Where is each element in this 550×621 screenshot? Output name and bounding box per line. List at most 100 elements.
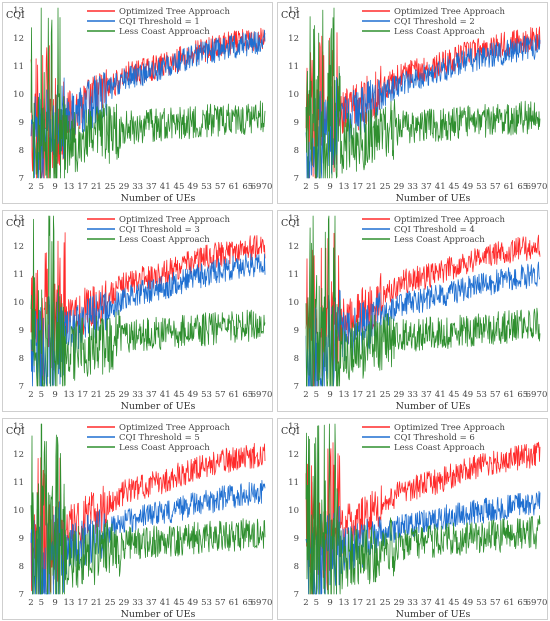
y-tick-label: 11	[288, 478, 299, 488]
x-tick-label: 57	[490, 598, 501, 608]
x-tick-label: 37	[421, 182, 432, 192]
x-tick-label: 2	[28, 182, 33, 192]
x-tick-label: 29	[393, 390, 404, 400]
y-tick-label: 9	[294, 534, 299, 544]
y-tick-label: 9	[19, 326, 24, 336]
x-tick-label: 69	[526, 390, 537, 400]
legend-entry: Less Coast Approach	[394, 235, 485, 245]
y-tick-label: 12	[288, 242, 299, 252]
x-tick-label: 21	[91, 182, 102, 192]
y-tick-label: 11	[13, 62, 24, 72]
chart-panel-5: 7 8 9 10 11 12 13 2 5 9 13 17 21 25 29 33 37 41 45 49 53 57 61…	[2, 418, 273, 620]
chart-panel-6: 7 8 9 10 11 12 13 2 5 9 13 17 21 25 29 33 37 41 45 49 53 57 61…	[277, 418, 548, 620]
legend-entry: Less Coast Approach	[119, 443, 210, 453]
x-tick-label: 57	[215, 390, 226, 400]
legend-entry: Optimized Tree Approach	[119, 215, 230, 225]
y-tick-label: 8	[19, 562, 24, 572]
x-tick-label: 2	[28, 598, 33, 608]
x-axis-label: Number of UEs	[396, 193, 471, 204]
x-tick-label: 5	[39, 182, 44, 192]
x-tick-label: 53	[201, 182, 212, 192]
x-tick-label: 53	[476, 182, 487, 192]
legend-entry: Optimized Tree Approach	[119, 7, 230, 17]
x-tick-label: 13	[338, 390, 349, 400]
x-tick-label: 29	[393, 182, 404, 192]
x-tick-label: 53	[201, 390, 212, 400]
y-axis-label: CQI	[6, 218, 25, 229]
chart-panel-1: 7 8 9 10 11 12 13 2 5 9 13 17 21 25 29 33 37 41 45 49 53 57 61…	[2, 2, 273, 204]
x-tick-label: 65	[517, 598, 528, 608]
series-line	[305, 261, 541, 387]
series-line	[305, 490, 541, 595]
y-axis-label: CQI	[281, 218, 300, 229]
x-tick-label: 69	[251, 598, 262, 608]
x-tick-label: 70	[537, 598, 548, 608]
x-tick-label: 5	[314, 390, 319, 400]
x-tick-label: 70	[537, 390, 548, 400]
series-line	[305, 423, 541, 595]
y-tick-label: 13	[288, 6, 299, 16]
x-tick-label: 61	[229, 390, 240, 400]
x-tick-label: 57	[490, 390, 501, 400]
x-tick-label: 45	[174, 182, 185, 192]
legend-entry: Optimized Tree Approach	[119, 423, 230, 433]
x-tick-label: 29	[393, 598, 404, 608]
y-tick-label: 12	[288, 450, 299, 460]
legend-entry: Less Coast Approach	[394, 443, 485, 453]
x-tick-label: 61	[504, 598, 515, 608]
x-tick-label: 41	[160, 598, 171, 608]
y-tick-label: 8	[294, 562, 299, 572]
x-tick-label: 17	[352, 390, 363, 400]
x-tick-label: 69	[251, 182, 262, 192]
x-tick-label: 41	[435, 390, 446, 400]
series-line	[30, 215, 266, 387]
x-tick-label: 25	[380, 598, 391, 608]
x-tick-label: 29	[118, 182, 129, 192]
x-tick-label: 9	[327, 598, 332, 608]
x-axis-label: Number of UEs	[396, 401, 471, 412]
y-tick-label: 13	[288, 214, 299, 224]
y-axis-label: CQI	[6, 426, 25, 437]
x-tick-label: 45	[449, 390, 460, 400]
series-line	[305, 7, 541, 179]
x-tick-label: 45	[174, 598, 185, 608]
chart-panel-2: 7 8 9 10 11 12 13 2 5 9 13 17 21 25 29 33 37 41 45 49 53 57 61…	[277, 2, 548, 204]
x-tick-label: 9	[52, 182, 57, 192]
x-tick-label: 17	[352, 182, 363, 192]
x-tick-label: 65	[517, 390, 528, 400]
y-tick-label: 10	[288, 506, 299, 516]
y-tick-label: 9	[294, 118, 299, 128]
x-tick-label: 65	[242, 390, 253, 400]
x-tick-label: 5	[39, 598, 44, 608]
y-tick-label: 7	[294, 590, 299, 600]
x-tick-label: 13	[338, 182, 349, 192]
x-tick-label: 21	[366, 390, 377, 400]
y-tick-label: 12	[13, 242, 24, 252]
x-tick-label: 25	[105, 182, 116, 192]
y-tick-label: 8	[19, 146, 24, 156]
x-tick-label: 69	[526, 182, 537, 192]
y-tick-label: 7	[294, 382, 299, 392]
x-tick-label: 33	[407, 598, 418, 608]
x-tick-label: 49	[187, 598, 198, 608]
x-tick-label: 70	[262, 390, 273, 400]
y-tick-label: 9	[19, 534, 24, 544]
y-axis-label: CQI	[281, 10, 300, 21]
y-tick-label: 12	[288, 34, 299, 44]
y-tick-label: 11	[13, 478, 24, 488]
x-tick-label: 61	[504, 390, 515, 400]
x-tick-label: 37	[146, 390, 157, 400]
x-tick-label: 5	[39, 390, 44, 400]
x-tick-label: 45	[449, 182, 460, 192]
y-tick-label: 10	[13, 506, 24, 516]
chart-panel-4: 7 8 9 10 11 12 13 2 5 9 13 17 21 25 29 33 37 41 45 49 53 57 61…	[277, 210, 548, 412]
x-axis-label: Number of UEs	[121, 193, 196, 204]
y-tick-label: 8	[294, 354, 299, 364]
series-line	[30, 442, 266, 595]
x-tick-label: 61	[229, 182, 240, 192]
x-tick-label: 5	[314, 182, 319, 192]
x-tick-label: 25	[380, 182, 391, 192]
